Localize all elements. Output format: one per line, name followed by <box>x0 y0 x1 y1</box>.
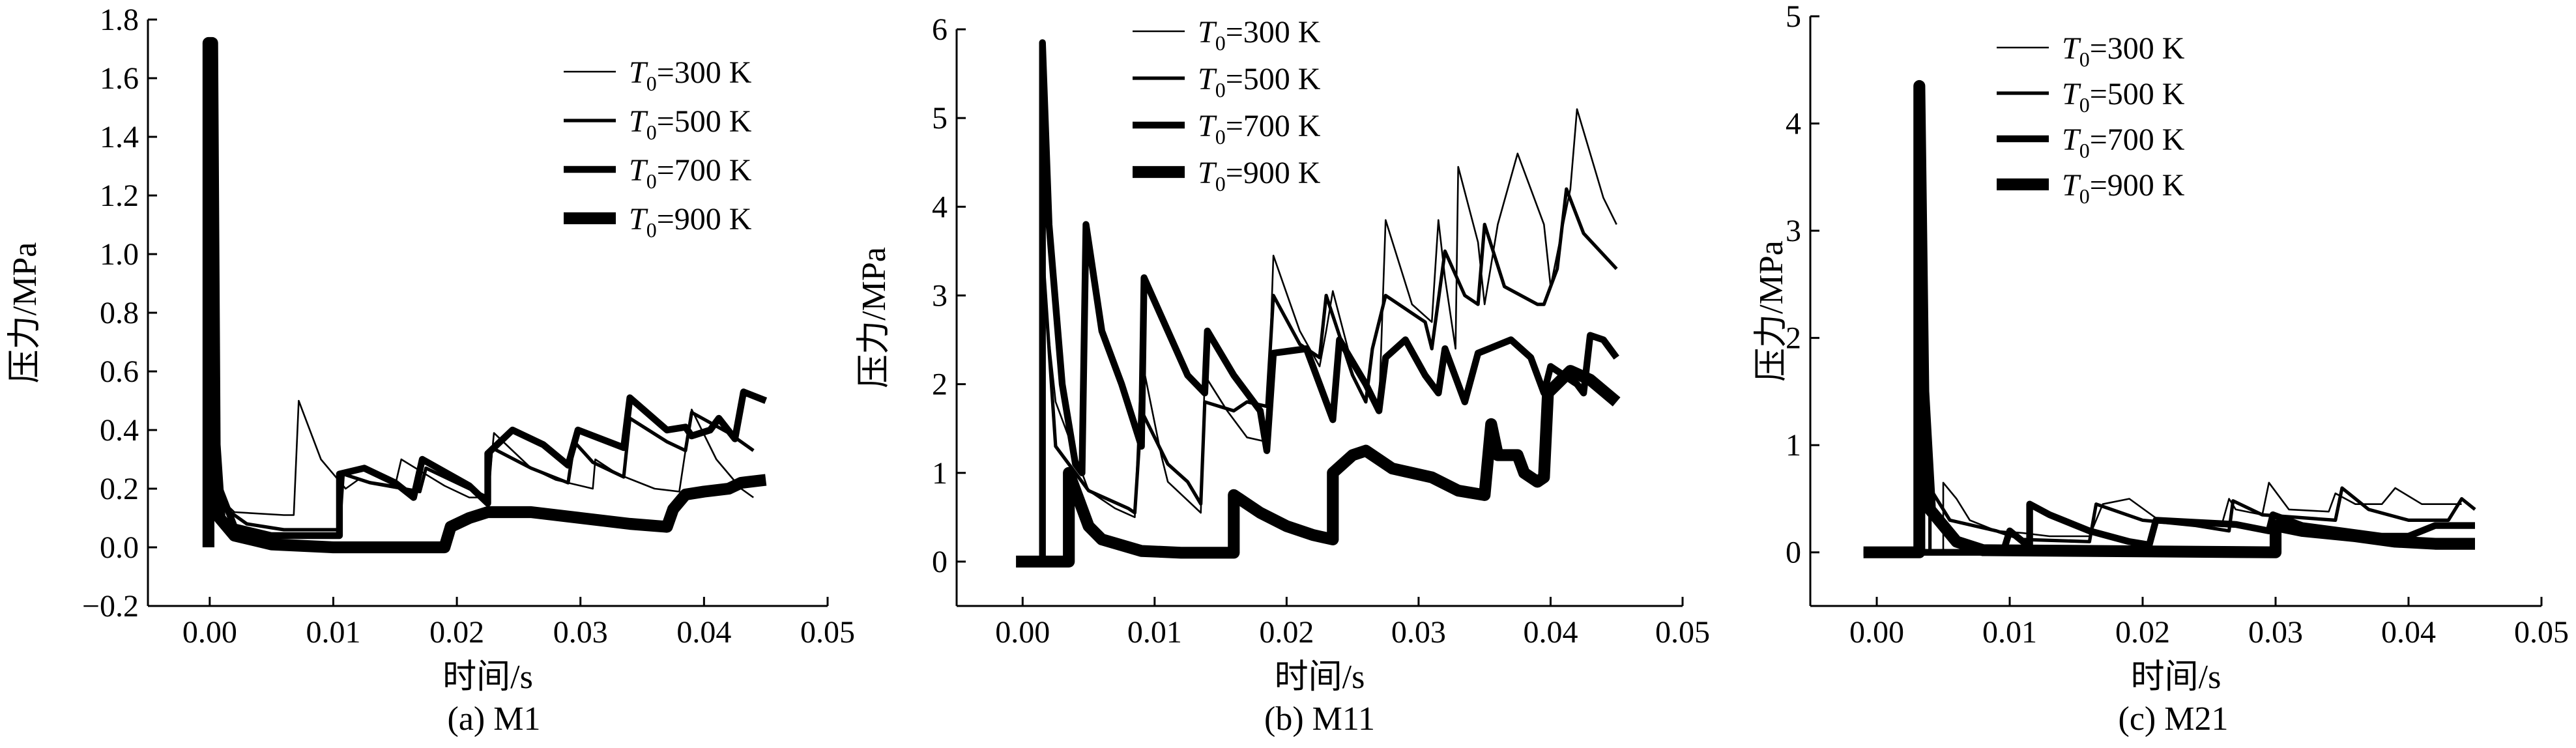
panel-1-y-tick-label: 0.2 <box>100 472 139 506</box>
panel-3-legend-label-t700: T0=700 K <box>2062 122 2185 162</box>
panel-3-caption: (c) M21 <box>2119 700 2229 738</box>
panel-2-y-tick-label: 3 <box>932 278 948 313</box>
panel-2-x-tick-label: 0.05 <box>1655 615 1710 650</box>
panel-3-y-tick-label: 0 <box>1786 536 1801 570</box>
panel-1-y-axis-title: 压力/MPa <box>7 242 44 384</box>
panel-2-y-tick-label: 6 <box>932 12 948 47</box>
panel-1-y-tick-label: 1.6 <box>100 61 139 96</box>
panel-3-series-t900-line <box>1863 79 2475 558</box>
panel-3-x-tick-label: 0.01 <box>1982 615 2037 650</box>
panel-2-x-tick-label: 0.02 <box>1259 615 1314 650</box>
panel-3-x-tick-label: 0.00 <box>1849 615 1904 650</box>
panel-3-x-tick-label: 0.02 <box>2115 615 2170 650</box>
panel-1-y-tick-label: 0.6 <box>100 354 139 389</box>
panel-1-x-tick-label: 0.01 <box>306 615 360 650</box>
panel-1-y-tick-label: 0.4 <box>100 413 139 448</box>
panel-3-x-tick-label: 0.03 <box>2248 615 2303 650</box>
panel-1-legend-label-t900: T0=900 K <box>629 202 752 242</box>
panel-2-y-tick-label: 1 <box>932 456 948 491</box>
panel-1-y-tick-label: 1.0 <box>100 237 139 272</box>
panel-3-legend-label-t300: T0=300 K <box>2062 31 2185 71</box>
panel-2: 0 1 2 3 4 5 6 0.00 0.01 0.02 0.03 0.04 0.05 时间/s 压力/MP… <box>856 12 1710 738</box>
panel-2-series-t900-line <box>1016 365 1621 568</box>
panel-1-x-tick-label: 0.03 <box>553 615 608 650</box>
panel-1-y-tick-label: 1.8 <box>100 3 139 37</box>
panel-2-series-t700-line <box>1035 39 1619 566</box>
panel-2-legend-label-t900: T0=900 K <box>1198 156 1321 195</box>
panel-3: 0 1 2 3 4 5 0.00 0.01 0.02 0.03 0.04 0.05 时间/s 压力/MPa… <box>1753 0 2569 738</box>
panel-2-caption: (b) M11 <box>1264 700 1375 738</box>
panel-3-legend-label-t900: T0=900 K <box>2062 168 2185 208</box>
panel-2-x-tick-label: 0.01 <box>1127 615 1182 650</box>
panel-1-x-tick-label: 0.02 <box>429 615 484 650</box>
panel-3-y-tick-label: 4 <box>1786 107 1801 141</box>
panel-1-x-tick-label: 0.05 <box>800 615 855 650</box>
panel-2-y-tick-label: 4 <box>932 190 948 224</box>
panel-3-legend: T0=300 K T0=500 K T0=700 K T0=900 K <box>1997 31 2185 208</box>
panel-2-legend-label-t500: T0=500 K <box>1198 62 1321 102</box>
panel-2-legend-label-t700: T0=700 K <box>1198 109 1321 149</box>
panel-2-legend: T0=300 K T0=500 K T0=700 K T0=900 K <box>1133 15 1321 195</box>
panel-2-y-axis-title: 压力/MPa <box>856 247 893 388</box>
panel-3-x-tick-label: 0.05 <box>2514 615 2569 650</box>
panel-2-x-tick-label: 0.04 <box>1523 615 1578 650</box>
panel-2-y-tick-label: 2 <box>932 367 948 402</box>
panel-3-y-axis-title: 压力/MPa <box>1753 240 1790 382</box>
panel-2-x-tick-label: 0.00 <box>995 615 1050 650</box>
panel-1: −0.2 0.0 0.2 0.4 0.6 0.8 1.0 1.2 1.4 1.6 1.8 0.00 0.… <box>7 3 855 738</box>
panel-1-caption: (a) M1 <box>448 700 541 738</box>
panel-1-legend-label-t500: T0=500 K <box>629 104 752 144</box>
panel-1-y-tick-label: 1.2 <box>100 179 139 213</box>
panel-1-series-t300-line <box>205 399 754 547</box>
panel-2-x-axis-title: 时间/s <box>1275 659 1365 696</box>
panel-1-y-tick-label: 1.4 <box>100 120 139 154</box>
panel-3-y-tick-label: 3 <box>1786 214 1801 248</box>
panel-3-legend-label-t500: T0=500 K <box>2062 77 2185 117</box>
panel-1-series-t700-line <box>206 388 768 547</box>
panel-1-x-tick-label: 0.00 <box>182 615 237 650</box>
panel-1-y-tick-label: 0.0 <box>100 530 139 565</box>
panel-1-legend-label-t700: T0=700 K <box>629 153 752 193</box>
panel-2-x-tick-label: 0.03 <box>1391 615 1446 650</box>
panel-3-y-tick-label: 2 <box>1786 321 1801 356</box>
panel-1-y-tick-label: 0.8 <box>100 296 139 330</box>
panel-1-x-tick-label: 0.04 <box>676 615 731 650</box>
panel-2-legend-label-t300: T0=300 K <box>1198 15 1321 55</box>
panel-1-x-axis-title: 时间/s <box>442 659 533 696</box>
panel-2-series-t500-line <box>1041 187 1618 562</box>
panel-3-series-t500-line <box>1928 486 2476 553</box>
panel-3-x-axis-title: 时间/s <box>2131 659 2221 696</box>
panel-2-y-tick-label: 5 <box>932 101 948 136</box>
panel-1-legend: T0=300 K T0=500 K T0=700 K T0=900 K <box>564 55 752 242</box>
panel-3-y-tick-label: 1 <box>1786 428 1801 463</box>
panel-1-series-t900-line <box>202 36 767 554</box>
panel-1-y-tick-label: −0.2 <box>82 589 139 624</box>
panel-2-y-tick-label: 0 <box>932 545 948 579</box>
panel-3-y-tick-label: 5 <box>1786 0 1801 34</box>
panel-3-x-tick-label: 0.04 <box>2381 615 2436 650</box>
panel-2-series-t300-line <box>1041 108 1617 562</box>
panel-1-legend-label-t300: T0=300 K <box>629 55 752 95</box>
